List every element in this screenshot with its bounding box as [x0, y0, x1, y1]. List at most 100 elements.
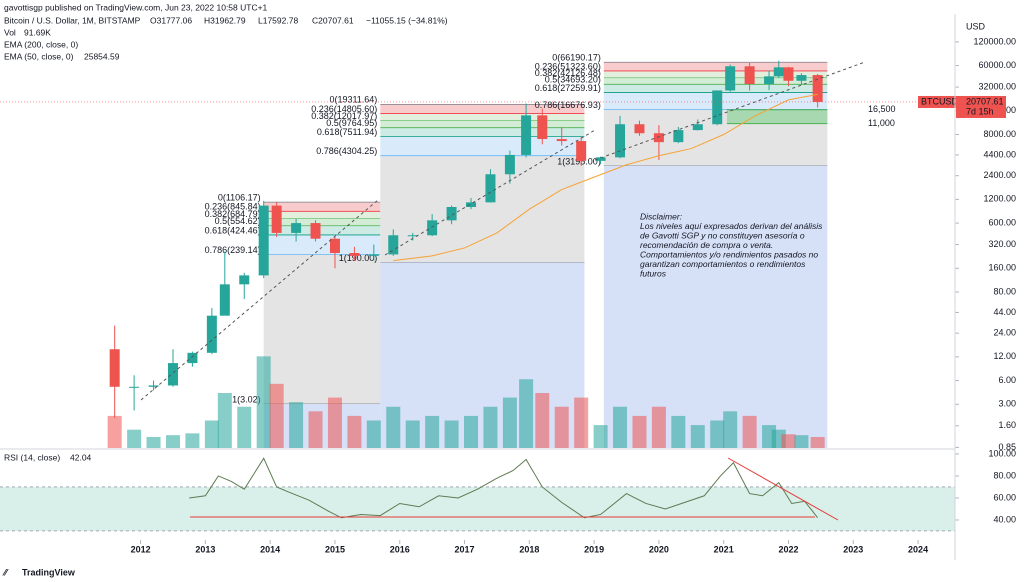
- symbol-box: [918, 95, 956, 108]
- candle-body: [712, 90, 723, 125]
- ohlc-value: O31777.06: [150, 15, 192, 25]
- x-tick-label: 2019: [584, 544, 604, 554]
- ema200-label: EMA (200, close, 0): [4, 39, 78, 49]
- candle-body: [615, 124, 626, 158]
- candle-body: [504, 154, 515, 175]
- candle-body: [537, 115, 548, 140]
- fib-zone: [603, 84, 828, 93]
- volume-bar: [519, 379, 534, 448]
- volume-bar: [327, 397, 342, 448]
- fib-label: 0.236(845.84): [205, 202, 261, 212]
- fib-label: 0.786(239.14): [205, 245, 261, 255]
- fib-zone: [263, 234, 381, 255]
- fib-label: 0.618(27259.91): [535, 83, 601, 93]
- y-tick-label: 4400.00: [983, 149, 1016, 159]
- fib-label: 0.382(684.79): [205, 209, 261, 219]
- fib-extension: [380, 262, 585, 448]
- logo-mark: ⁄⁄: [2, 567, 10, 577]
- volume-bar: [217, 393, 232, 448]
- y-tick-label: 3.00: [998, 399, 1016, 409]
- x-tick-label: 2023: [843, 544, 863, 554]
- fib-label: 1(3195.00): [557, 156, 601, 166]
- volume-bar: [810, 437, 825, 448]
- fib-label: 0(19311.64): [329, 95, 377, 105]
- y-tick-label: 12.00: [993, 351, 1016, 361]
- volume-bar: [185, 433, 200, 448]
- volume-bar: [308, 411, 323, 448]
- fib-zone: [263, 225, 381, 235]
- candle-body: [427, 220, 438, 236]
- footer-logo: TradingView: [22, 567, 76, 577]
- fib-zone: [380, 127, 585, 137]
- fib-extension: [603, 165, 828, 448]
- candle-body: [129, 386, 140, 388]
- volume-bar: [794, 435, 809, 448]
- x-tick-label: 2016: [390, 544, 410, 554]
- volume-bar: [444, 420, 459, 448]
- volume-bar: [269, 383, 284, 448]
- candle-body: [725, 66, 736, 91]
- candle-body: [634, 124, 645, 134]
- volume-bar: [574, 397, 589, 448]
- candle-body: [744, 66, 755, 85]
- volume-bar: [632, 415, 647, 448]
- fib-zone: [603, 62, 828, 71]
- candle-body: [368, 254, 379, 256]
- candle-body: [310, 223, 321, 239]
- disclaimer-line: Comportamientos y/o rendimientos pasados…: [640, 249, 818, 259]
- candle-body: [576, 141, 587, 161]
- fib-label: 0.5(9764.95): [326, 118, 377, 128]
- fib-zone: [380, 113, 585, 121]
- volume-bar: [146, 437, 161, 448]
- ohlc-value: C20707.61: [312, 15, 354, 25]
- volume-bar: [671, 415, 686, 448]
- volume-bar: [425, 415, 440, 448]
- fib-label: 0.236(51323.60): [535, 61, 601, 71]
- candle-body: [595, 157, 606, 161]
- rsi-tick-label: 100.00: [988, 448, 1016, 458]
- fib-label: 0.5(34693.20): [545, 75, 601, 85]
- candle-body: [388, 235, 399, 255]
- rsi-band: [0, 486, 955, 531]
- disclaimer-line: Los niveles aquí expresados derivan del …: [640, 221, 823, 231]
- fib-zone: [380, 136, 585, 156]
- fib-label: 0(1106.17): [218, 193, 261, 203]
- candle-body: [187, 352, 198, 364]
- fib-zone: [380, 120, 585, 128]
- x-tick-label: 2022: [778, 544, 798, 554]
- candle-body: [446, 207, 457, 221]
- volume-value: 91.69K: [24, 27, 51, 37]
- rsi-tick-label: 60.00: [993, 492, 1016, 502]
- candle-body: [329, 238, 340, 254]
- candle-body: [291, 223, 302, 233]
- candle-body: [764, 76, 775, 85]
- symbol-tag: BTCUSD: [921, 96, 959, 106]
- volume-bar: [781, 434, 796, 448]
- price-box: [956, 95, 1006, 118]
- fib-label: 0.618(7511.94): [317, 127, 377, 137]
- ohlc-value: L17592.78: [258, 15, 298, 25]
- y-tick-label: 160.00: [988, 263, 1016, 273]
- volume-bar: [651, 406, 666, 448]
- fib-zone: [603, 70, 828, 78]
- volume-bar: [742, 415, 757, 448]
- x-tick-label: 2017: [455, 544, 475, 554]
- fib-zone: [263, 211, 381, 219]
- y-tick-label: 60000.00: [978, 60, 1016, 70]
- candle-body: [148, 385, 159, 387]
- ema-line: [393, 93, 818, 262]
- volume-bar: [613, 406, 628, 448]
- ohlc-value: −11055.15 (−34.81%): [366, 15, 448, 25]
- volume-bar: [204, 420, 219, 448]
- volume-bar: [593, 425, 608, 448]
- ema50-label: EMA (50, close, 0): [4, 51, 74, 61]
- candle-body: [271, 205, 282, 233]
- y-tick-label: 320.00: [988, 239, 1016, 249]
- candle-body: [349, 253, 360, 256]
- fib-label: 0(66190.17): [552, 53, 601, 63]
- volume-label: Vol: [4, 27, 16, 37]
- fib-label: 0.382(42126.48): [535, 68, 601, 78]
- fib-zone: [380, 104, 585, 114]
- rsi-tick-label: 80.00: [993, 470, 1016, 480]
